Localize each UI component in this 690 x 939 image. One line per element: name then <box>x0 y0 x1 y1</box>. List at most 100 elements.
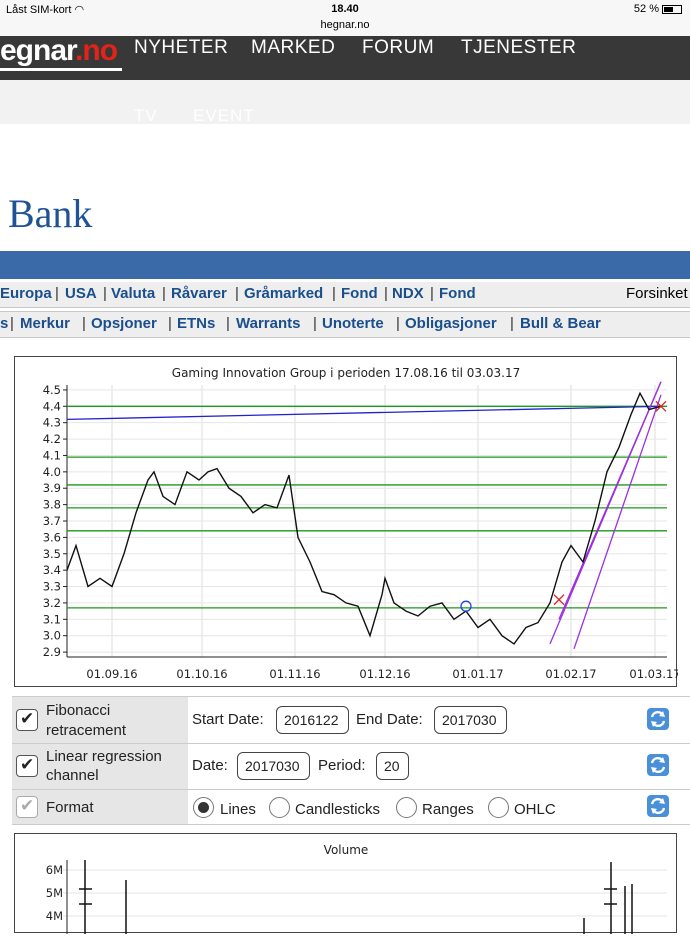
refresh-format-icon[interactable] <box>646 794 670 818</box>
format-toggle-cell: Format <box>12 790 188 824</box>
radio-ohlc[interactable] <box>488 797 509 818</box>
chart-title: Gaming Innovation Group i perioden 17.08… <box>172 366 520 380</box>
link-opsjoner[interactable]: Opsjoner <box>91 315 157 332</box>
separator: | <box>313 315 317 332</box>
wifi-icon: ◠ <box>74 4 85 16</box>
instrument-links-row: s | Merkur | Opsjoner | ETNs | Warrants … <box>0 311 690 338</box>
volume-chart[interactable]: Volume 6M 5M 4M <box>14 833 677 934</box>
link-unoterte[interactable]: Unoterte <box>322 315 384 332</box>
separator: | <box>235 285 239 302</box>
link-fond-2[interactable]: Fond <box>439 285 476 302</box>
regression-toggle-cell: Linear regression channel <box>12 744 188 789</box>
regression-label-line2: channel <box>46 767 99 784</box>
site-logo[interactable]: egnar.no <box>0 34 118 67</box>
price-chart-svg: Gaming Innovation Group i perioden 17.08… <box>43 366 678 681</box>
start-date-input[interactable]: 2016122 <box>276 706 349 734</box>
x-tick-label: 01.11.16 <box>269 667 320 681</box>
y-tick-label: 4.3 <box>43 416 61 430</box>
x-tick-label: 01.03.17 <box>629 667 678 681</box>
y-tick-label: 3.5 <box>43 547 61 561</box>
price-series-line <box>66 391 662 645</box>
separator: | <box>82 315 86 332</box>
y-tick-label: 3.3 <box>43 580 61 594</box>
separator: | <box>10 315 14 332</box>
volume-y-tick-label: 6M <box>46 863 63 877</box>
link-merkur[interactable]: Merkur <box>20 315 71 332</box>
end-date-label: End Date: <box>356 711 423 728</box>
nav-tjenester[interactable]: TJENESTER <box>461 37 577 58</box>
battery-indicator: 52 % <box>634 3 682 15</box>
price-chart[interactable]: Gaming Innovation Group i perioden 17.08… <box>14 356 678 687</box>
sub-nav: TV EVENT <box>0 80 690 125</box>
top-nav: egnar.no NYHETER MARKED FORUM TJENESTER <box>0 34 690 80</box>
fibonacci-label-line1: Fibonacci <box>46 702 111 719</box>
nav-nyheter[interactable]: NYHETER <box>134 37 229 58</box>
regression-row: Linear regression channel Date: 2017030 … <box>12 743 690 789</box>
address-bar-url[interactable]: hegnar.no <box>320 19 370 31</box>
y-tick-label: 3.2 <box>43 596 61 610</box>
subnav-tv[interactable]: TV <box>134 106 158 125</box>
clock: 18.40 <box>331 3 359 15</box>
x-tick-label: 01.09.16 <box>86 667 137 681</box>
radio-ranges-label: Ranges <box>422 801 474 818</box>
subnav-event[interactable]: EVENT <box>193 106 255 125</box>
y-tick-label: 3.7 <box>43 514 61 528</box>
y-tick-label: 4.2 <box>43 432 61 446</box>
regression-date-input[interactable]: 2017030 <box>237 752 310 780</box>
x-tick-label: 01.02.17 <box>545 667 596 681</box>
link-fond[interactable]: Fond <box>341 285 378 302</box>
link-s[interactable]: s <box>0 315 9 332</box>
separator: | <box>384 285 388 302</box>
end-date-input[interactable]: 2017030 <box>434 706 507 734</box>
volume-chart-title: Volume <box>324 843 369 857</box>
link-bull-bear[interactable]: Bull & Bear <box>520 315 601 332</box>
format-row: Format Lines Candlesticks Ranges OHLC <box>12 789 690 825</box>
regression-date-label: Date: <box>192 757 228 774</box>
y-tick-label: 3.6 <box>43 530 61 544</box>
bank-banner-logo[interactable]: Bank <box>8 191 93 236</box>
radio-lines[interactable] <box>193 797 214 818</box>
separator: | <box>430 285 434 302</box>
radio-candlesticks[interactable] <box>269 797 290 818</box>
radio-ranges[interactable] <box>396 797 417 818</box>
nav-forum[interactable]: FORUM <box>362 37 435 58</box>
separator: | <box>168 315 172 332</box>
link-ravarer[interactable]: Råvarer <box>171 285 227 302</box>
nav-marked[interactable]: MARKED <box>251 37 336 58</box>
separator: | <box>103 285 107 302</box>
logo-underline <box>0 68 122 71</box>
refresh-fibonacci-icon[interactable] <box>646 707 670 731</box>
radio-lines-label: Lines <box>220 801 256 818</box>
battery-icon <box>662 4 682 14</box>
fibonacci-label-line2: retracement <box>46 722 127 739</box>
x-tick-label: 01.10.16 <box>176 667 227 681</box>
regression-checkbox[interactable] <box>16 755 38 777</box>
y-tick-label: 3.9 <box>43 481 61 495</box>
volume-y-tick-label: 5M <box>46 886 63 900</box>
period-label: Period: <box>318 757 366 774</box>
x-tick-label: 01.01.17 <box>452 667 503 681</box>
refresh-regression-icon[interactable] <box>646 753 670 777</box>
separator: | <box>162 285 166 302</box>
format-checkbox[interactable] <box>16 796 38 818</box>
y-tick-label: 3.0 <box>43 629 61 643</box>
y-tick-label: 3.8 <box>43 498 61 512</box>
link-usa[interactable]: USA <box>65 285 97 302</box>
period-input[interactable]: 20 <box>376 752 409 780</box>
regression-channel-line <box>573 394 662 650</box>
link-europa[interactable]: Europa <box>0 285 52 302</box>
link-valuta[interactable]: Valuta <box>111 285 156 302</box>
status-bar: Låst SIM-kort ◠ 18.40 hegnar.no 52 % <box>0 0 690 36</box>
regression-label-line1: Linear regression <box>46 748 162 765</box>
link-gramarked[interactable]: Gråmarked <box>244 285 324 302</box>
y-tick-label: 4.5 <box>43 383 61 397</box>
link-obligasjoner[interactable]: Obligasjoner <box>405 315 497 332</box>
red-cross-marker <box>553 594 565 606</box>
fibonacci-checkbox[interactable] <box>16 709 38 731</box>
y-tick-label: 4.1 <box>43 448 61 462</box>
link-etns[interactable]: ETNs <box>177 315 216 332</box>
link-ndx[interactable]: NDX <box>392 285 424 302</box>
y-tick-label: 4.0 <box>43 465 61 479</box>
link-warrants[interactable]: Warrants <box>236 315 301 332</box>
separator: | <box>55 285 59 302</box>
